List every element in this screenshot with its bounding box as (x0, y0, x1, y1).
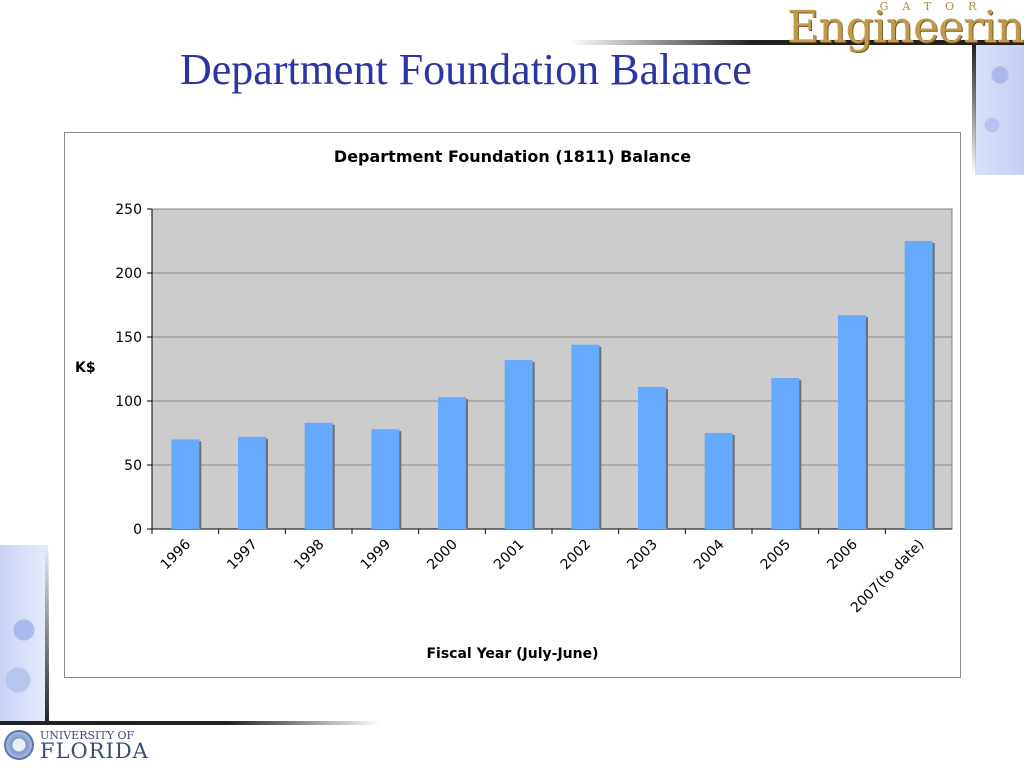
x-tick-label: 1999 (358, 537, 395, 574)
logo-main-text: FLORIDA (40, 739, 149, 763)
x-axis-label: Fiscal Year (July-June) (426, 646, 599, 662)
bar (371, 429, 400, 529)
uf-seal-icon (4, 730, 34, 760)
university-of-florida-logo: UNIVERSITY OF FLORIDA (4, 728, 154, 764)
x-tick-label: 2005 (758, 537, 795, 574)
y-tick-label: 150 (115, 330, 142, 346)
bar (304, 422, 333, 529)
left-divider-line (45, 545, 49, 725)
bar (504, 360, 533, 529)
x-tick-label: 1998 (291, 537, 328, 574)
x-tick-label: 1997 (224, 537, 261, 574)
y-tick-label: 0 (133, 522, 142, 538)
bar (704, 433, 733, 529)
right-divider-line (972, 45, 976, 175)
x-tick-label: 2004 (691, 536, 728, 573)
y-tick-label: 100 (115, 394, 142, 410)
x-tick-label: 2000 (424, 537, 461, 574)
plot-area (151, 208, 953, 530)
bar (904, 241, 933, 529)
y-tick-label: 200 (115, 266, 142, 282)
x-tick-label: 1996 (158, 536, 195, 573)
top-divider-line (570, 40, 1024, 45)
y-tick-label: 50 (124, 458, 142, 474)
x-tick-label: 2003 (624, 537, 661, 574)
bar (438, 397, 466, 529)
bar (571, 344, 600, 529)
slide-title: Department Foundation Balance (180, 45, 752, 94)
brand-gator-text: GATOR (879, 0, 991, 13)
bottom-divider-line (0, 721, 380, 725)
logo-top-text: UNIVERSITY OF (40, 729, 135, 742)
brand-engineering-logo: Engineering (787, 2, 1024, 53)
x-tick-label: 2006 (824, 536, 861, 573)
right-decorative-pattern (980, 55, 1020, 165)
y-axis-label: K$ (75, 360, 96, 376)
chart-container: 0 50 100 150 200 250 1996 1997 1998 1999 2000 2001 2… (64, 132, 961, 678)
x-tick-label: 2002 (558, 537, 595, 574)
bar (638, 386, 666, 529)
bar (838, 315, 866, 529)
x-tick-label: 2001 (491, 537, 528, 574)
bar-chart: 0 50 100 150 200 250 1996 1997 1998 1999 2000 2001 2… (115, 202, 953, 616)
chart-title: Department Foundation (1811) Balance (333, 147, 692, 166)
bar (238, 436, 266, 529)
y-tick-label: 250 (115, 202, 142, 218)
bar (171, 439, 200, 529)
left-decorative-pattern (4, 600, 44, 710)
bar (771, 377, 800, 529)
